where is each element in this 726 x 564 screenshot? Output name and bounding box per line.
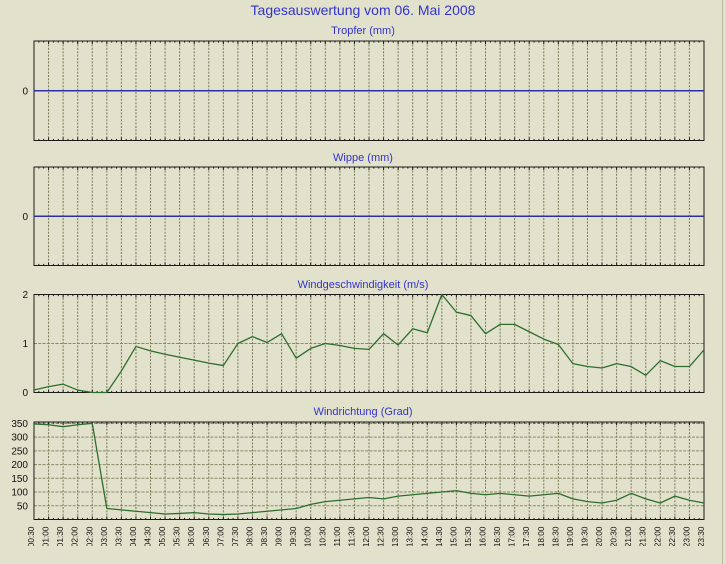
svg-text:04:30: 04:30 [143,526,153,546]
svg-text:12:30: 12:30 [376,526,386,546]
svg-text:15:00: 15:00 [448,526,458,546]
svg-text:19:30: 19:30 [579,526,589,546]
svg-text:08:30: 08:30 [259,526,269,546]
svg-text:08:00: 08:00 [244,526,254,546]
svg-text:05:00: 05:00 [157,526,167,546]
svg-text:18:00: 18:00 [536,526,546,546]
svg-text:05:30: 05:30 [172,526,182,546]
svg-text:02:30: 02:30 [84,526,94,546]
svg-text:14:00: 14:00 [419,526,429,546]
svg-text:Wippe (mm): Wippe (mm) [333,152,393,164]
svg-text:23:00: 23:00 [681,526,691,546]
svg-text:21:30: 21:30 [638,526,648,546]
svg-text:0: 0 [22,388,28,399]
svg-text:09:30: 09:30 [288,526,298,546]
svg-text:02:00: 02:00 [70,526,80,546]
svg-text:13:30: 13:30 [405,526,415,546]
svg-text:Windgeschwindigkeit (m/s): Windgeschwindigkeit (m/s) [298,279,429,291]
svg-text:1: 1 [22,339,28,350]
svg-text:00:30: 00:30 [26,526,36,546]
svg-text:15:30: 15:30 [463,526,473,546]
svg-text:11:00: 11:00 [332,526,342,546]
svg-text:100: 100 [11,487,28,498]
svg-text:07:00: 07:00 [215,526,225,546]
svg-text:01:00: 01:00 [41,526,51,546]
svg-text:0: 0 [22,86,28,97]
svg-text:03:00: 03:00 [99,526,109,546]
svg-text:2: 2 [22,290,28,301]
svg-text:16:30: 16:30 [492,526,502,546]
svg-text:03:30: 03:30 [113,526,123,546]
svg-text:17:30: 17:30 [521,526,531,546]
svg-text:10:30: 10:30 [317,526,327,546]
svg-text:13:00: 13:00 [390,526,400,546]
svg-text:18:30: 18:30 [550,526,560,546]
svg-text:20:30: 20:30 [609,526,619,546]
svg-text:Tropfer (mm): Tropfer (mm) [331,25,395,37]
svg-text:0: 0 [22,211,28,222]
svg-text:06:30: 06:30 [201,526,211,546]
svg-text:17:00: 17:00 [507,526,517,546]
svg-text:07:30: 07:30 [230,526,240,546]
svg-text:50: 50 [17,501,29,512]
svg-text:250: 250 [11,446,28,457]
svg-text:09:00: 09:00 [274,526,284,546]
svg-text:Windrichtung (Grad): Windrichtung (Grad) [313,406,412,418]
svg-text:22:00: 22:00 [652,526,662,546]
svg-text:300: 300 [11,432,28,443]
svg-text:20:00: 20:00 [594,526,604,546]
svg-text:11:30: 11:30 [346,526,356,546]
svg-text:06:00: 06:00 [186,526,196,546]
svg-text:10:00: 10:00 [303,526,313,546]
svg-text:01:30: 01:30 [55,526,65,546]
svg-text:23:30: 23:30 [696,526,706,546]
svg-text:200: 200 [11,460,28,471]
svg-text:350: 350 [11,418,28,429]
svg-text:16:00: 16:00 [478,526,488,546]
svg-text:04:00: 04:00 [128,526,138,546]
svg-text:22:30: 22:30 [667,526,677,546]
svg-text:19:00: 19:00 [565,526,575,546]
svg-text:14:30: 14:30 [434,526,444,546]
svg-text:12:00: 12:00 [361,526,371,546]
svg-text:21:00: 21:00 [623,526,633,546]
svg-text:150: 150 [11,473,28,484]
